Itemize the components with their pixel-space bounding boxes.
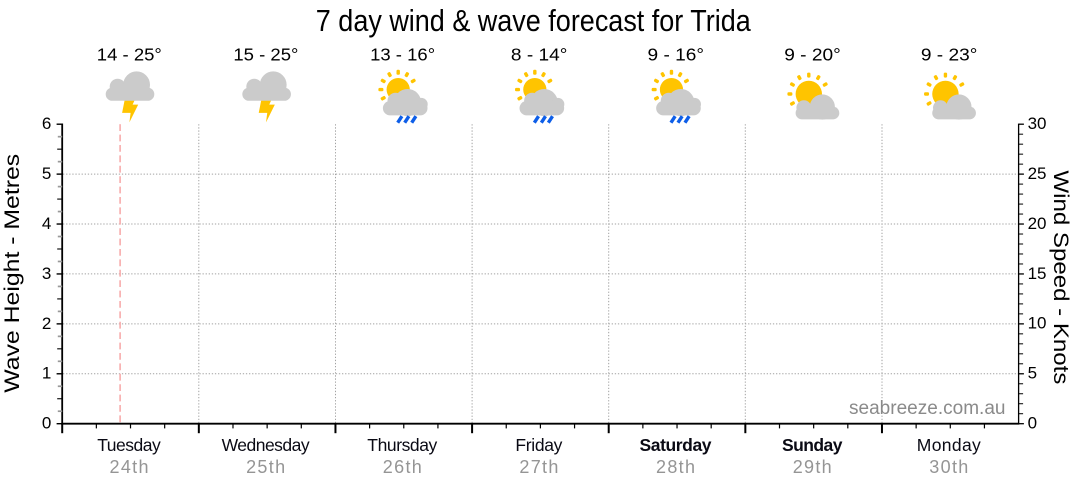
svg-text:Wind Speed - Knots: Wind Speed - Knots: [1049, 170, 1073, 384]
svg-text:14 - 25°: 14 - 25°: [97, 45, 162, 65]
svg-text:2: 2: [42, 314, 51, 333]
svg-text:Saturday: Saturday: [640, 435, 712, 455]
svg-text:Friday: Friday: [515, 435, 562, 455]
svg-text:25th: 25th: [246, 457, 285, 477]
svg-text:seabreeze.com.au: seabreeze.com.au: [849, 398, 1006, 419]
svg-text:24th: 24th: [110, 457, 149, 477]
svg-text:28th: 28th: [656, 457, 695, 477]
svg-text:25: 25: [1028, 164, 1047, 183]
svg-text:Monday: Monday: [917, 435, 981, 455]
svg-text:15 - 25°: 15 - 25°: [233, 45, 298, 65]
svg-text:5: 5: [42, 164, 51, 183]
svg-text:9 - 16°: 9 - 16°: [648, 45, 705, 65]
svg-text:8 - 14°: 8 - 14°: [511, 45, 568, 65]
svg-text:9 - 23°: 9 - 23°: [921, 45, 978, 65]
svg-text:6: 6: [42, 114, 51, 133]
svg-text:3: 3: [42, 264, 51, 283]
svg-text:Wednesday: Wednesday: [222, 435, 310, 455]
svg-text:9 - 20°: 9 - 20°: [784, 45, 841, 65]
svg-text:1: 1: [42, 364, 51, 383]
svg-text:20: 20: [1028, 214, 1047, 233]
svg-text:26th: 26th: [383, 457, 422, 477]
svg-text:30: 30: [1028, 114, 1047, 133]
svg-text:29th: 29th: [793, 457, 832, 477]
svg-text:5: 5: [1028, 364, 1037, 383]
svg-text:30th: 30th: [929, 457, 968, 477]
svg-text:4: 4: [42, 214, 51, 233]
svg-text:Tuesday: Tuesday: [97, 435, 161, 455]
svg-text:10: 10: [1028, 314, 1047, 333]
svg-text:7 day wind & wave forecast for: 7 day wind & wave forecast for Trida: [316, 4, 751, 38]
svg-text:13 - 16°: 13 - 16°: [370, 45, 435, 65]
svg-text:15: 15: [1028, 264, 1047, 283]
svg-text:0: 0: [42, 414, 51, 433]
svg-text:Thursday: Thursday: [367, 435, 437, 455]
svg-text:Wave Height - Metres: Wave Height - Metres: [1, 154, 24, 393]
svg-text:0: 0: [1028, 414, 1037, 433]
svg-text:Sunday: Sunday: [782, 435, 843, 455]
svg-text:27th: 27th: [519, 457, 558, 477]
